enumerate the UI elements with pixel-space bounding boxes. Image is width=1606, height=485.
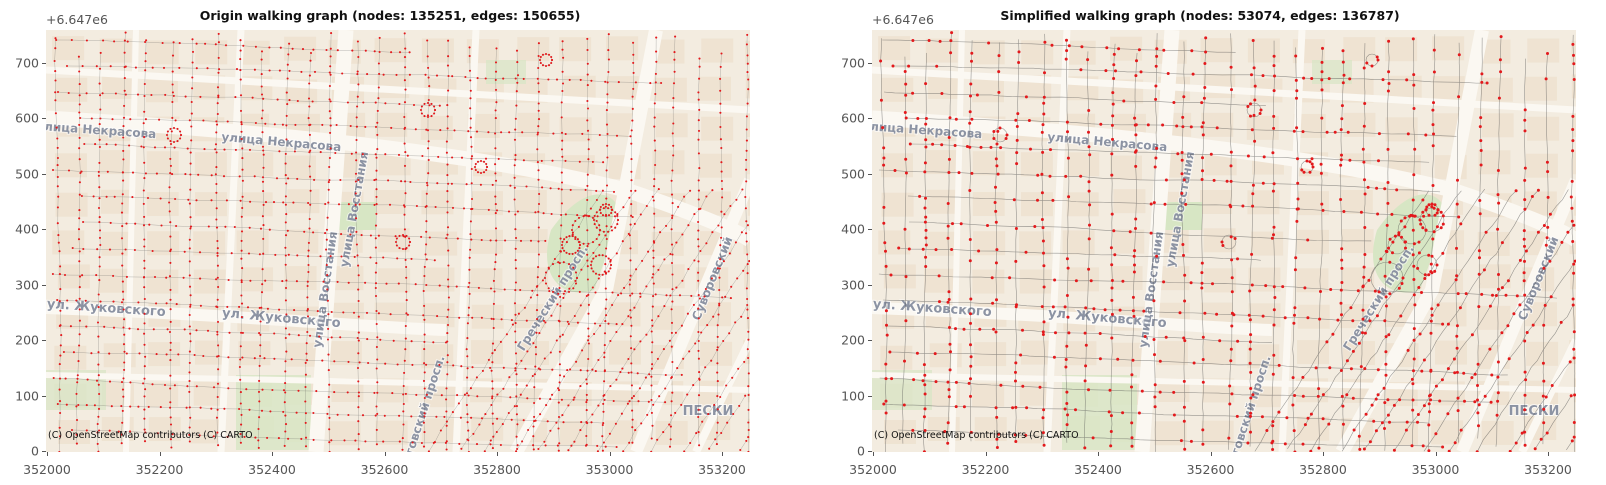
y-tick-label: 0 — [31, 443, 39, 459]
x-tick-label: 353200 — [698, 462, 746, 477]
x-tick-mark — [609, 452, 611, 456]
y-tick-label: 500 — [841, 166, 865, 181]
panel-title: Origin walking graph (nodes: 135251, edg… — [199, 8, 581, 23]
x-tick-mark — [1435, 452, 1437, 456]
left-map-panel: Origin walking graph (nodes: 135251, edg… — [15, 8, 750, 477]
y-tick-mark — [42, 451, 46, 452]
y-axis-offset-label: +6.647e6 — [872, 12, 934, 27]
x-tick-mark — [722, 452, 723, 456]
map-attribution: (C) OpenStreetMap contributors (C) CARTO — [874, 430, 1079, 441]
y-tick-mark — [868, 284, 872, 286]
y-tick-mark — [42, 62, 46, 64]
x-tick-label: 352200 — [135, 462, 184, 477]
y-tick-label: 0 — [857, 443, 865, 459]
y-tick-mark — [868, 395, 872, 397]
x-tick-label: 352600 — [1186, 462, 1235, 477]
x-tick-mark — [272, 452, 273, 456]
x-tick-label: 352400 — [248, 462, 296, 477]
x-tick-mark — [497, 452, 498, 456]
y-tick-label: 100 — [15, 388, 39, 403]
x-tick-label: 352800 — [473, 462, 521, 477]
y-axis-offset-label: +6.647e6 — [46, 12, 108, 27]
y-tick-mark — [42, 284, 46, 286]
y-tick-mark — [868, 173, 872, 175]
x-tick-mark — [873, 452, 874, 456]
y-tick-label: 400 — [15, 221, 39, 237]
y-tick-mark — [868, 340, 872, 341]
map-area[interactable]: улица Некрасова улица Некрасова ул. Жуковс… — [46, 30, 750, 452]
right-map-panel: Simplified walking graph (nodes: 53074, … — [803, 0, 1606, 485]
x-tick-mark — [47, 452, 48, 456]
walking-graph — [51, 31, 750, 452]
y-tick-mark — [868, 62, 872, 64]
x-tick-mark — [985, 452, 987, 456]
y-tick-label: 700 — [15, 55, 39, 70]
y-tick-label: 200 — [15, 332, 39, 348]
map-label: ПЕСКИ — [1509, 404, 1560, 419]
x-tick-label: 353200 — [1524, 462, 1572, 477]
x-tick-label: 352800 — [1299, 462, 1347, 477]
map-attribution: (C) OpenStreetMap contributors (C) CARTO — [48, 430, 253, 441]
x-tick-mark — [1098, 452, 1099, 456]
y-tick-label: 100 — [841, 388, 865, 403]
x-tick-mark — [1210, 452, 1212, 456]
walking-graph — [878, 31, 1576, 452]
x-tick-label: 352000 — [849, 462, 897, 477]
y-tick-mark — [868, 229, 872, 230]
y-tick-mark — [42, 118, 46, 119]
x-tick-mark — [1323, 452, 1324, 456]
x-tick-mark — [1548, 452, 1549, 456]
y-tick-mark — [42, 229, 46, 230]
y-tick-label: 400 — [841, 221, 865, 237]
x-tick-mark — [384, 452, 386, 456]
y-tick-mark — [868, 118, 872, 119]
y-tick-mark — [42, 395, 46, 397]
map-area[interactable]: улица Некрасова улица Некрасова ул. Жуковс… — [872, 30, 1576, 452]
panel-title: Simplified walking graph (nodes: 53074, … — [1000, 8, 1400, 23]
city-blocks — [878, 36, 1576, 446]
y-tick-label: 300 — [841, 277, 865, 292]
y-tick-label: 300 — [15, 277, 39, 292]
y-tick-label: 500 — [15, 166, 39, 181]
y-tick-label: 700 — [841, 55, 865, 70]
graph-edges — [878, 32, 1576, 452]
y-tick-label: 200 — [841, 332, 865, 348]
y-tick-mark — [868, 451, 872, 452]
y-tick-label: 600 — [841, 110, 865, 126]
x-tick-label: 352600 — [360, 462, 409, 477]
x-tick-label: 353000 — [585, 462, 634, 477]
graph-nodes — [879, 31, 1576, 452]
graph-nodes — [51, 31, 750, 452]
x-tick-label: 353000 — [1411, 462, 1460, 477]
x-tick-label: 352000 — [23, 462, 71, 477]
x-tick-label: 352200 — [961, 462, 1010, 477]
y-tick-mark — [42, 340, 46, 341]
map-label: ПЕСКИ — [683, 404, 734, 419]
major-streets — [46, 30, 750, 452]
y-tick-label: 600 — [15, 110, 39, 126]
y-tick-mark — [42, 173, 46, 175]
x-tick-mark — [159, 452, 161, 456]
x-tick-label: 352400 — [1074, 462, 1122, 477]
